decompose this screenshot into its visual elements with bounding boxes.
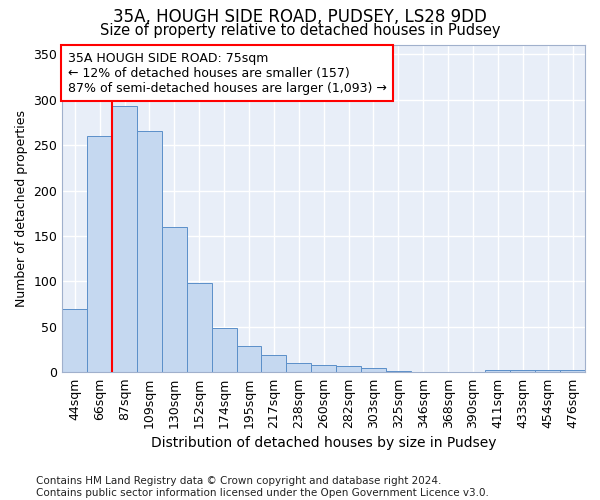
Bar — [361, 368, 386, 372]
Bar — [311, 365, 336, 372]
Bar — [187, 284, 212, 372]
Bar — [511, 370, 535, 372]
Bar — [112, 106, 137, 372]
Text: 35A HOUGH SIDE ROAD: 75sqm
← 12% of detached houses are smaller (157)
87% of sem: 35A HOUGH SIDE ROAD: 75sqm ← 12% of deta… — [68, 52, 386, 94]
X-axis label: Distribution of detached houses by size in Pudsey: Distribution of detached houses by size … — [151, 436, 496, 450]
Bar — [485, 370, 511, 372]
Bar — [262, 355, 286, 372]
Bar — [137, 132, 162, 372]
Bar — [535, 370, 560, 372]
Text: Contains HM Land Registry data © Crown copyright and database right 2024.
Contai: Contains HM Land Registry data © Crown c… — [36, 476, 489, 498]
Bar — [236, 346, 262, 372]
Bar — [212, 328, 236, 372]
Bar — [386, 370, 411, 372]
Bar — [560, 370, 585, 372]
Bar — [336, 366, 361, 372]
Y-axis label: Number of detached properties: Number of detached properties — [15, 110, 28, 307]
Bar — [62, 309, 87, 372]
Bar — [286, 364, 311, 372]
Bar — [162, 227, 187, 372]
Bar — [87, 136, 112, 372]
Text: 35A, HOUGH SIDE ROAD, PUDSEY, LS28 9DD: 35A, HOUGH SIDE ROAD, PUDSEY, LS28 9DD — [113, 8, 487, 26]
Text: Size of property relative to detached houses in Pudsey: Size of property relative to detached ho… — [100, 22, 500, 38]
